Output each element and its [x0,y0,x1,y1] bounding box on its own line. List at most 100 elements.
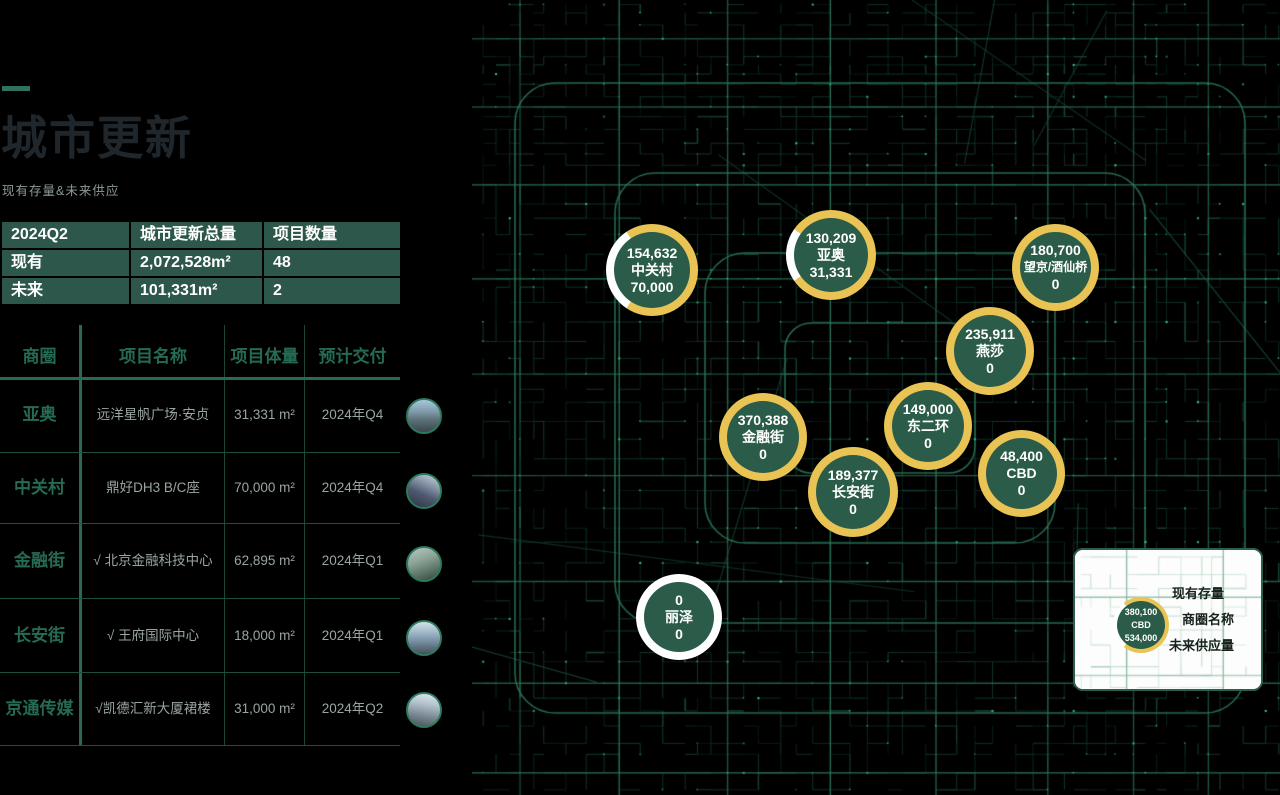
table-row-divider [0,452,400,453]
project-row: 中关村 鼎好DH3 B/C座 70,000 m² 2024年Q4 [0,453,470,523]
district-label: 京通传媒 [5,699,74,718]
col-header-name: 项目名称 [119,347,187,366]
summary-row-label: 未来 [2,278,129,304]
map-marker-jinrongjie[interactable]: 370,388 金融街 0 [719,393,807,481]
district-label: 亚奥 [22,405,57,424]
marker-district: 亚奥 [817,246,845,263]
summary-row-count: 2 [264,278,400,304]
project-name: 鼎好DH3 B/C座 [106,480,200,495]
table-row-divider [0,745,400,746]
marker-existing: 0 [675,591,683,608]
project-photo [406,398,442,434]
summary-header-total: 城市更新总量 [131,222,262,248]
marker-future: 0 [675,625,683,642]
legend-sample-district: CBD [1131,619,1151,630]
summary-row-label: 现有 [2,250,129,276]
marker-district: CBD [1006,465,1037,481]
summary-row-count: 48 [264,250,400,276]
map-legend: 380,100 CBD 534,000 现有存量 商圈名称 未来供应量 [1073,548,1263,691]
map-marker-wangjing-jiuxianqiao[interactable]: 180,700 望京/酒仙桥 0 [1012,224,1099,311]
summary-row-total: 101,331m² [131,278,262,304]
map-marker-yansha[interactable]: 235,911 燕莎 0 [946,307,1034,395]
project-volume: 62,895 m² [234,553,295,568]
map-marker-dongerhuan[interactable]: 149,000 东二环 0 [884,382,972,470]
project-delivery: 2024年Q1 [321,553,384,568]
marker-future: 0 [986,359,994,376]
marker-district: 长安街 [832,483,874,500]
page-subtitle: 现有存量&未来供应 [2,184,120,198]
marker-existing: 48,400 [1000,448,1043,464]
marker-future: 31,331 [809,263,853,280]
summary-header-count: 项目数量 [264,222,400,248]
summary-header-quarter: 2024Q2 [2,222,129,248]
project-photo [406,473,442,509]
project-name: √凯德汇新大厦裙楼 [95,701,211,716]
projects-table: 商圈 项目名称 项目体量 预计交付 亚奥 远洋星帆广场·安贞 31,331 m²… [0,320,442,746]
marker-future: 0 [849,500,857,517]
col-header-delivery: 预计交付 [318,347,387,366]
legend-sample-marker: 380,100 CBD 534,000 [1113,597,1169,653]
marker-future: 70,000 [630,278,674,295]
project-delivery: 2024年Q2 [321,701,384,716]
legend-label-future: 未来供应量 [1169,638,1235,653]
project-photo [406,692,442,728]
map-marker-cbd[interactable]: 48,400 CBD 0 [978,430,1065,517]
col-header-district: 商圈 [22,347,57,366]
marker-existing: 189,377 [827,466,879,483]
marker-district: 中关村 [631,261,673,278]
marker-existing: 149,000 [902,400,954,417]
legend-label-district: 商圈名称 [1182,612,1235,627]
summary-row-total: 2,072,528m² [131,250,262,276]
marker-district: 望京/酒仙桥 [1023,260,1088,274]
project-volume: 18,000 m² [234,628,295,643]
table-row-divider [0,523,400,524]
map-marker-zhongguancun[interactable]: 154,632 中关村 70,000 [606,224,698,316]
district-label: 中关村 [14,478,65,497]
marker-existing: 154,632 [626,244,678,261]
col-header-volume: 项目体量 [230,347,299,366]
project-row: 亚奥 远洋星帆广场·安贞 31,331 m² 2024年Q4 [0,378,470,452]
legend-label-existing: 现有存量 [1172,586,1225,601]
map-marker-yaao[interactable]: 130,209 亚奥 31,331 [786,210,876,300]
legend-sample-future: 534,000 [1124,632,1158,643]
district-label: 长安街 [14,626,65,645]
marker-existing: 130,209 [805,229,857,246]
project-row: 长安街 √ 王府国际中心 18,000 m² 2024年Q1 [0,599,470,672]
project-row: 京通传媒 √凯德汇新大厦裙楼 31,000 m² 2024年Q2 [0,672,470,745]
project-photo [406,620,442,656]
table-divider [304,325,305,745]
marker-district: 东二环 [907,417,949,434]
map-marker-lize[interactable]: 0 丽泽 0 [636,574,722,660]
page-title: 城市更新 [1,112,193,164]
marker-future: 0 [1051,276,1060,292]
project-name: 远洋星帆广场·安贞 [96,407,210,422]
district-label: 金融街 [14,551,65,570]
project-volume: 70,000 m² [234,480,295,495]
marker-district: 燕莎 [976,342,1004,359]
project-volume: 31,331 m² [234,407,295,422]
marker-district: 金融街 [742,428,784,445]
project-name: √ 北京金融科技中心 [93,553,213,568]
title-accent-dash [2,86,30,91]
project-delivery: 2024年Q1 [321,628,384,643]
marker-future: 0 [924,434,932,451]
project-photo [406,546,442,582]
marker-district: 丽泽 [665,608,693,625]
marker-future: 0 [1017,482,1026,498]
marker-future: 0 [759,445,767,462]
table-divider [224,325,225,745]
project-volume: 31,000 m² [234,701,295,716]
marker-existing: 235,911 [965,325,1015,342]
project-delivery: 2024年Q4 [321,480,384,495]
summary-table: 2024Q2 城市更新总量 项目数量 现有 2,072,528m² 48 未来 … [2,222,400,304]
table-row-divider [0,672,400,673]
project-delivery: 2024年Q4 [321,407,384,422]
marker-existing: 370,388 [737,411,789,428]
project-row: 金融街 √ 北京金融科技中心 62,895 m² 2024年Q1 [0,524,470,598]
map-marker-changanjie[interactable]: 189,377 长安街 0 [808,447,898,537]
marker-existing: 180,700 [1030,242,1081,258]
table-row-divider [0,598,400,599]
legend-sample-existing: 380,100 [1124,606,1158,617]
table-divider [79,325,82,745]
